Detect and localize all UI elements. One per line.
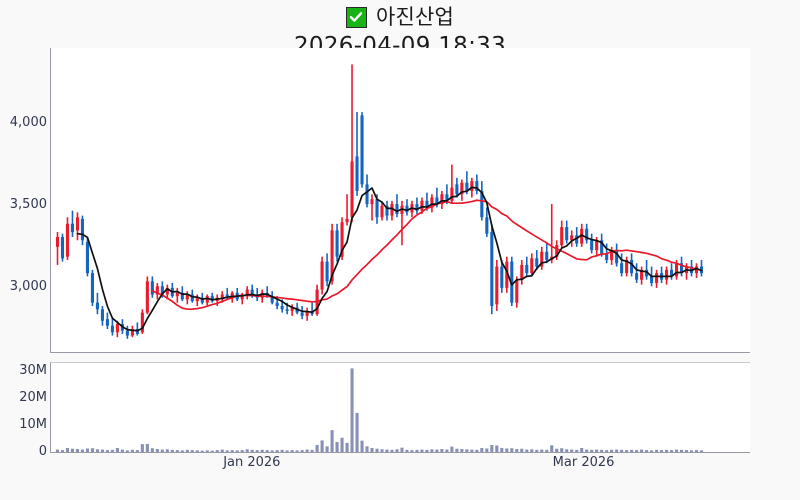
- price-y-tick: 3,000: [9, 279, 47, 295]
- volume-chart-svg: [55, 368, 704, 452]
- volume-chart-panel[interactable]: [50, 362, 750, 453]
- volume-y-tick: 30M: [19, 363, 47, 379]
- volume-y-tick: 0: [38, 444, 47, 459]
- stock-name: 아진산업: [375, 4, 455, 29]
- x-axis-tick: Jan 2026: [223, 455, 281, 470]
- x-axis-tick: Mar 2026: [552, 455, 615, 470]
- title-line: 아진산업: [0, 0, 800, 32]
- volume-y-tick: 10M: [19, 417, 47, 433]
- price-y-tick: 3,500: [9, 197, 47, 213]
- volume-y-tick: 20M: [19, 390, 47, 406]
- price-chart-svg: [55, 64, 704, 339]
- price-y-tick: 4,000: [9, 114, 47, 130]
- green-check-icon: [345, 6, 367, 28]
- price-chart-panel[interactable]: [50, 48, 750, 353]
- x-axis: Jan 2026 Mar 2026: [0, 456, 800, 476]
